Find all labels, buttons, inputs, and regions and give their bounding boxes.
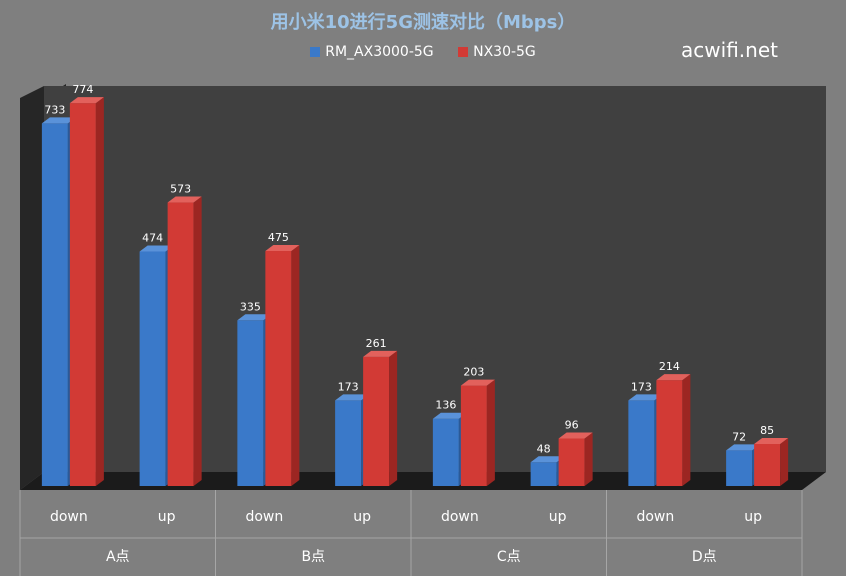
bar-face	[41, 123, 68, 487]
floor	[20, 472, 826, 490]
data-label: 203	[463, 366, 484, 379]
legend-label-series-1: RM_AX3000-5G	[325, 44, 434, 60]
bar-2-5: 96	[558, 419, 593, 486]
chart-title: 用小米10进行5G测速对比（Mbps）	[270, 12, 576, 33]
bar-side	[95, 97, 104, 486]
bar-face	[69, 103, 96, 486]
legend-item-series-1: RM_AX3000-5G	[310, 44, 434, 60]
bar-side	[584, 432, 593, 486]
data-label: 261	[366, 337, 387, 350]
bar-top	[432, 412, 467, 419]
bar-face	[726, 450, 753, 486]
bar-top	[335, 394, 370, 401]
legend-swatch-series-1	[310, 47, 321, 57]
bar-side	[193, 196, 202, 486]
bar-top	[265, 245, 300, 252]
bar-2-3: 261	[363, 337, 398, 486]
legend-label-series-2: NX30-5G	[473, 44, 536, 60]
bar-face	[237, 320, 264, 486]
side-wall-left	[20, 86, 44, 490]
bar-2-0: 774	[69, 83, 104, 486]
data-label: 335	[240, 300, 261, 313]
bar-side	[682, 374, 691, 486]
bar-face	[754, 443, 781, 486]
x-tick-label: down	[245, 509, 283, 525]
data-label: 733	[44, 103, 65, 116]
legend: RM_AX3000-5G NX30-5G	[0, 44, 846, 61]
data-label: 573	[170, 183, 191, 196]
data-label: 85	[760, 424, 774, 437]
bar-face	[167, 202, 194, 486]
bar-face	[139, 251, 166, 486]
bar-top	[726, 444, 761, 451]
group-label: B点	[301, 549, 325, 565]
x-tick-label: up	[353, 509, 371, 525]
bar-top	[139, 245, 174, 252]
x-tick-label: down	[50, 509, 88, 525]
bar-face	[335, 400, 362, 486]
bar-2-1: 573	[167, 183, 202, 486]
bar-top	[754, 437, 789, 444]
legend-item-series-2: NX30-5G	[458, 44, 536, 60]
bar-2-7: 85	[754, 424, 789, 486]
data-label: 774	[72, 83, 93, 96]
bar-face	[530, 462, 557, 486]
bar-top	[69, 97, 104, 104]
bar-top	[167, 196, 202, 203]
bar-2-4: 203	[460, 366, 495, 486]
data-label: 475	[268, 231, 289, 244]
bar-top	[363, 350, 398, 357]
bar-2-6: 214	[656, 360, 691, 486]
legend-swatch-series-2	[458, 47, 469, 57]
bar-top	[460, 379, 495, 386]
group-label: D点	[692, 549, 717, 565]
watermark: acwifi.net	[681, 38, 778, 62]
data-label: 48	[537, 442, 551, 455]
bar-face	[265, 251, 292, 486]
x-tick-label: down	[441, 509, 479, 525]
bar-top	[656, 374, 691, 381]
bar-face	[628, 400, 655, 486]
bar-side	[291, 245, 300, 486]
x-tick-label: up	[158, 509, 176, 525]
data-label: 173	[631, 380, 652, 393]
bar-face	[363, 356, 390, 486]
bar-top	[237, 314, 272, 321]
data-label: 96	[565, 419, 579, 432]
bar-face	[460, 385, 487, 486]
bar-side	[486, 379, 495, 486]
x-tick-label: up	[549, 509, 567, 525]
bar-face	[558, 438, 585, 486]
bar-side	[389, 350, 398, 486]
data-label: 72	[732, 430, 746, 443]
bar-face	[656, 380, 683, 486]
group-label: A点	[106, 549, 130, 565]
x-tick-label: up	[744, 509, 762, 525]
bar-top	[530, 456, 565, 463]
bar-2-2: 475	[265, 231, 300, 486]
bar-top	[558, 432, 593, 439]
data-label: 136	[435, 399, 456, 412]
data-label: 214	[659, 360, 680, 373]
bar-face	[432, 418, 459, 486]
bar-top	[628, 394, 663, 401]
x-tick-label: down	[636, 509, 674, 525]
group-label: C点	[497, 549, 521, 565]
data-label: 173	[338, 380, 359, 393]
bar-side	[780, 437, 789, 486]
data-label: 474	[142, 232, 163, 245]
bar-top	[41, 117, 76, 124]
